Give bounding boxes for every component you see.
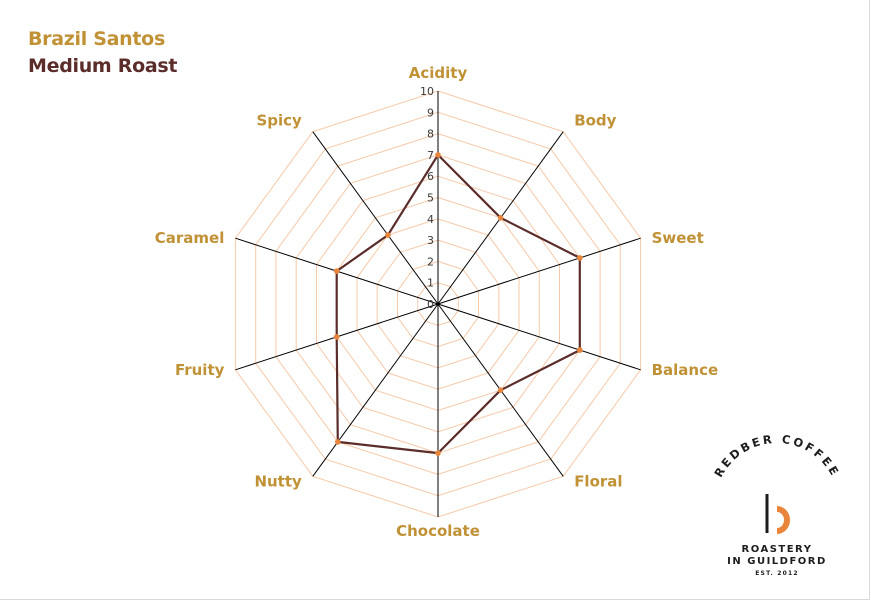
chart-title-roast: Medium Roast	[28, 55, 178, 77]
data-point-chocolate	[435, 450, 441, 456]
data-point-acidity	[435, 152, 441, 158]
axis-line-spicy	[312, 131, 439, 305]
axis-label-sweet: Sweet	[652, 229, 704, 247]
axis-label-body: Body	[574, 112, 616, 130]
axis-label-caramel: Caramel	[155, 229, 225, 247]
axis-label-nutty: Nutty	[254, 472, 302, 490]
data-point-floral	[497, 387, 504, 394]
radar-axis-labels: Acidity Body Sweet Balance Floral Chocolate Nu…	[155, 64, 718, 540]
logo-line2: IN GUILDFORD	[727, 556, 827, 567]
axis-line-sweet	[437, 237, 641, 305]
tick-label: 7	[427, 149, 434, 162]
redber-coffee-logo: REDBER COFFEE ROASTERY IN GUILDFORD EST.…	[711, 432, 842, 577]
tick-label: 4	[427, 213, 434, 226]
data-point-balance	[577, 347, 583, 353]
axis-label-chocolate: Chocolate	[396, 522, 480, 540]
axis-label-floral: Floral	[574, 472, 622, 490]
tick-label: 2	[427, 255, 434, 268]
chart-title-origin: Brazil Santos	[28, 28, 165, 50]
tick-label: 3	[427, 234, 434, 247]
tick-label: 6	[427, 170, 434, 183]
data-point-sweet	[577, 255, 583, 261]
axis-line-balance	[437, 303, 641, 371]
data-point-body	[497, 215, 504, 221]
tick-label: 10	[420, 85, 434, 98]
tick-label: 1	[427, 277, 434, 290]
tick-label: 5	[427, 192, 434, 205]
axis-label-acidity: Acidity	[409, 64, 468, 82]
tick-label: 0	[427, 298, 434, 311]
radar-ticks: 0 1 2 3 4 5 6 7 8 9 10	[420, 85, 434, 311]
logo-b-mark	[765, 494, 790, 534]
data-point-fruity	[333, 334, 340, 340]
axis-line-nutty	[312, 303, 439, 477]
data-point-caramel	[333, 268, 340, 274]
axis-label-fruity: Fruity	[175, 361, 225, 379]
data-point-spicy	[385, 232, 391, 238]
logo-arc-text: REDBER COFFEE	[711, 432, 840, 480]
radar-series	[333, 152, 583, 456]
logo-line1: ROASTERY	[742, 544, 813, 555]
tick-label: 8	[427, 128, 434, 141]
tick-label: 9	[427, 106, 434, 119]
svg-text:REDBER COFFEE: REDBER COFFEE	[711, 432, 842, 480]
data-point-nutty	[335, 439, 341, 445]
axis-label-spicy: Spicy	[256, 112, 302, 130]
logo-line3: EST. 2012	[755, 570, 798, 577]
axis-label-balance: Balance	[652, 361, 719, 379]
